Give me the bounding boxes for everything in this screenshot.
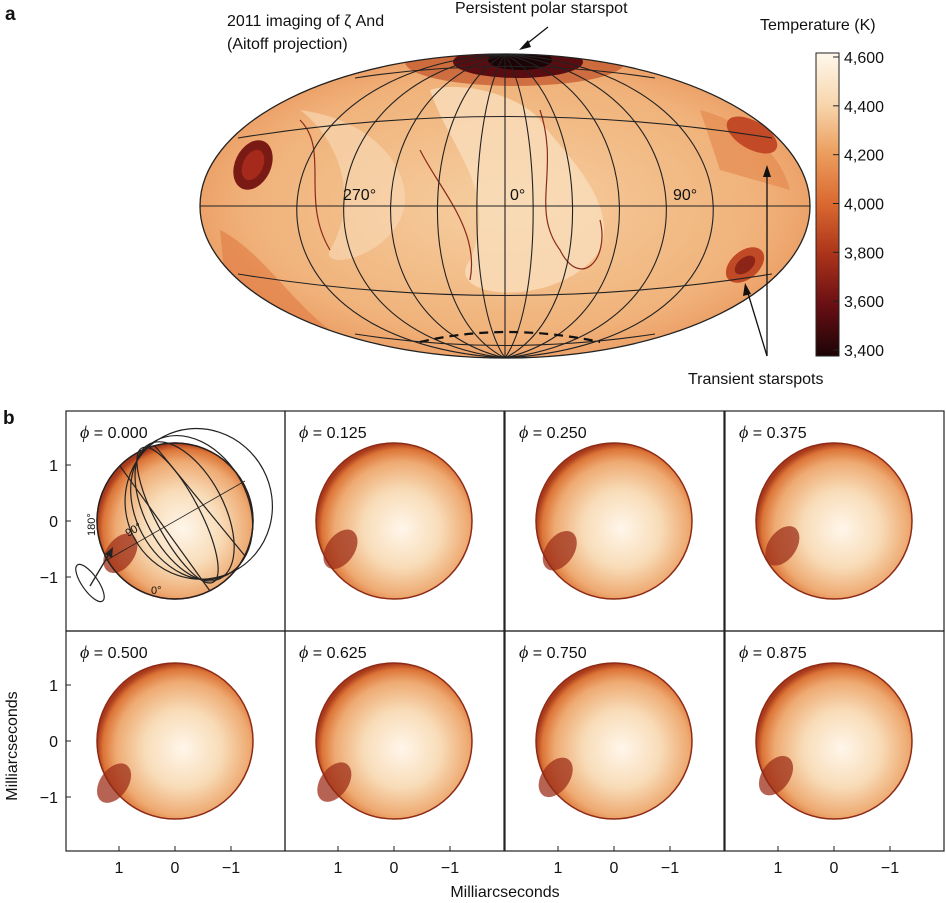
starspot (758, 755, 794, 796)
colorbar-tick-label: 3,400 (844, 343, 884, 360)
star-disc (756, 663, 912, 819)
star-disc (316, 443, 472, 599)
x-tick-label: −1 (661, 860, 679, 877)
panel-b-letter: b (3, 408, 15, 429)
colorbar-title: Temperature (K) (760, 17, 876, 34)
colorbar-tick-label: 4,400 (844, 99, 884, 116)
surface-grid (96, 427, 273, 600)
x-tick-label: 0 (390, 860, 399, 877)
phase-label: ϕ = 0.500 (80, 642, 148, 662)
starspot (317, 762, 352, 802)
colorbar (815, 52, 840, 357)
transient-arrows (743, 165, 771, 357)
colorbar-tick-label: 4,200 (844, 148, 884, 165)
x-axis-label: Milliarcseconds (450, 884, 559, 901)
x-tick-label: 0 (610, 860, 619, 877)
grid-label: 0° (151, 585, 162, 597)
colorbar-tick-label: 3,600 (844, 294, 884, 311)
star-disc (536, 663, 692, 819)
longitude-label-270: 270° (343, 187, 376, 204)
colorbar-tick-label: 3,800 (844, 245, 884, 262)
rotation-arrowhead (105, 547, 113, 558)
colorbar-tick-label: 4,000 (844, 197, 884, 214)
starspot (103, 533, 138, 574)
star-limb (315, 442, 473, 600)
longitude-label-0: 0° (510, 187, 525, 204)
transient-starspots-annotation: Transient starspots (688, 371, 823, 388)
grid-label: 180° (86, 513, 98, 536)
longitude-label-90: 90° (673, 187, 697, 204)
map-title-line1: 2011 imaging of ζ And (227, 13, 384, 30)
rotation-axis (89, 550, 112, 587)
y-tick-label: 0 (49, 734, 58, 751)
star-disc (536, 443, 692, 599)
panel-a-letter: a (5, 4, 16, 25)
phase-label: ϕ = 0.625 (299, 642, 367, 662)
y-tick-label: 0 (49, 514, 58, 531)
x-tick-label: 1 (115, 860, 124, 877)
phase-label: ϕ = 0.750 (519, 642, 587, 662)
polar-arrow (519, 26, 549, 50)
y-tick-label: −1 (40, 790, 58, 807)
polar-starspot-annotation: Persistent polar starspot (455, 0, 628, 17)
star-limb (96, 662, 254, 820)
phase-label: ϕ = 0.000 (80, 422, 148, 442)
phase-label: ϕ = 0.375 (739, 422, 807, 442)
starspot (538, 757, 573, 798)
phase-label: ϕ = 0.125 (299, 422, 367, 442)
phase-panel: ϕ = 0.625 1 0 −1 (284, 630, 505, 877)
x-tick-label: 1 (334, 860, 343, 877)
star-disc (97, 663, 253, 819)
y-tick-label: 1 (49, 458, 58, 475)
starspot (542, 530, 577, 571)
phase-panel: ϕ = 0.375 (724, 410, 945, 632)
phase-panel: ϕ = 0.125 (284, 410, 505, 632)
x-tick-label: 0 (171, 860, 180, 877)
y-axis-label: Milliarcseconds (4, 691, 21, 800)
x-tick-label: −1 (222, 860, 240, 877)
star-limb (535, 442, 693, 600)
star-limb (535, 662, 693, 820)
y-tick-label: 1 (49, 678, 58, 695)
star-disc (316, 663, 472, 819)
star-limb (755, 662, 913, 820)
aitoff-map (199, 53, 811, 359)
phase-label: ϕ = 0.875 (739, 642, 807, 662)
phase-panel: ϕ = 0.500 1 0 −1 1 0 −1 (40, 630, 286, 877)
x-tick-label: −1 (881, 860, 899, 877)
x-tick-label: 0 (830, 860, 839, 877)
phase-panel: ϕ = 0.250 (504, 410, 725, 632)
starspot (96, 763, 132, 803)
star-limb (315, 662, 473, 820)
phase-label: ϕ = 0.250 (519, 422, 587, 442)
starspot (765, 526, 800, 566)
phase-panel: ϕ = 0.875 1 0 −1 (724, 630, 945, 877)
x-tick-label: 1 (774, 860, 783, 877)
star-disc (756, 443, 912, 599)
x-tick-label: −1 (441, 860, 459, 877)
x-tick-label: 1 (554, 860, 563, 877)
colorbar-tick-label: 4,600 (844, 50, 884, 67)
starspot (323, 529, 358, 570)
rotation-ellipse (75, 563, 105, 603)
star-limb (755, 442, 913, 600)
colorbar-ticks: 4,600 4,400 4,200 4,000 3,800 3,600 3,400 (833, 50, 884, 360)
map-title-line2: (Aitoff projection) (227, 36, 348, 53)
y-tick-label: −1 (40, 570, 58, 587)
phase-panel: ϕ = 0.750 1 0 −1 (504, 630, 725, 877)
